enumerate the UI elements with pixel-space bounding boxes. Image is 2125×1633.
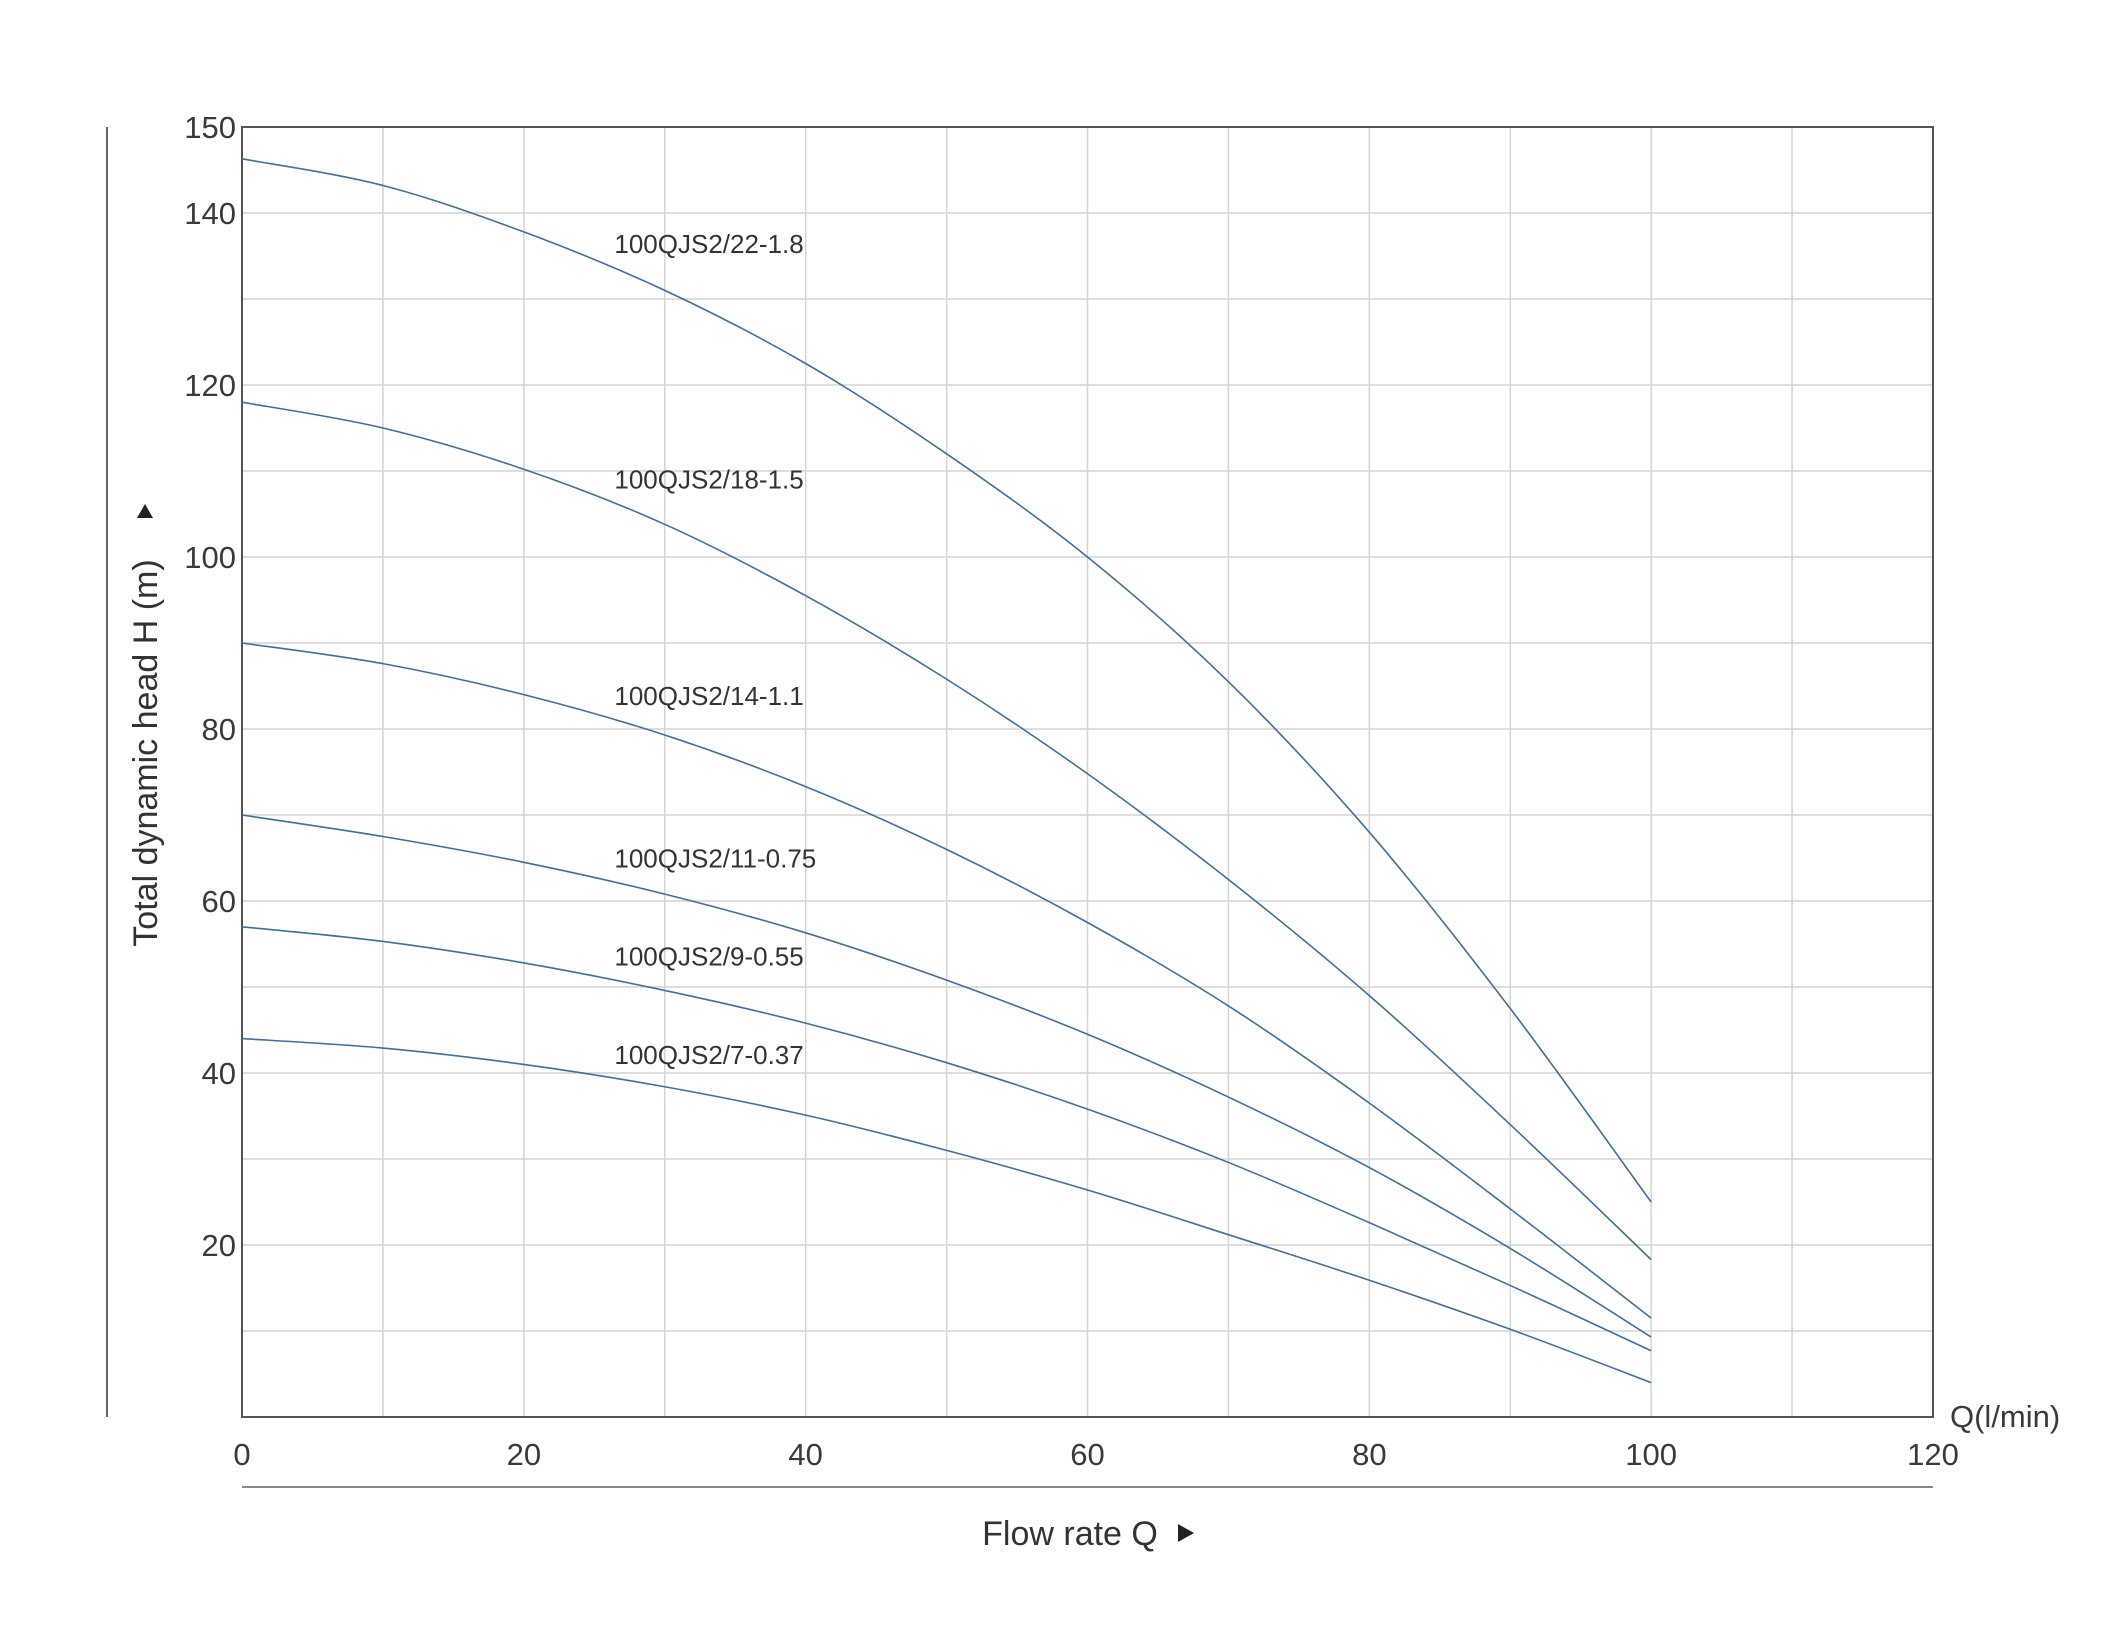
series-line — [241, 401, 1652, 1261]
y-tick-label: 100 — [184, 540, 236, 575]
y-tick-label: 80 — [202, 712, 236, 747]
x-tick-label: 0 — [233, 1437, 250, 1472]
curves — [241, 158, 1652, 1384]
y-axis-arrow-icon — [137, 504, 153, 518]
x-tick-label: 100 — [1625, 1437, 1677, 1472]
x-axis-unit-label: Q(l/min) — [1950, 1399, 2060, 1434]
series-label: 100QJS2/18-1.5 — [614, 464, 803, 494]
series-label: 100QJS2/14-1.1 — [614, 681, 803, 711]
plot-frame — [241, 126, 1934, 1418]
y-tick-label: 140 — [184, 196, 236, 231]
series-label: 100QJS2/22-1.8 — [614, 229, 803, 259]
x-tick-label: 60 — [1070, 1437, 1104, 1472]
series-label: 100QJS2/9-0.55 — [614, 941, 803, 971]
y-tick-label: 60 — [202, 884, 236, 919]
series-line — [241, 158, 1652, 1203]
y-tick-label: 40 — [202, 1056, 236, 1091]
series-label: 100QJS2/11-0.75 — [614, 843, 816, 873]
grid — [242, 127, 1933, 1417]
y-axis-title: Total dynamic head H (m) — [127, 559, 165, 946]
y-tick-label: 120 — [184, 368, 236, 403]
x-tick-label: 40 — [788, 1437, 822, 1472]
series-line — [241, 814, 1652, 1338]
x-tick-label: 80 — [1352, 1437, 1386, 1472]
x-axis-arrow-icon — [1178, 1524, 1194, 1542]
x-tick-label: 20 — [507, 1437, 541, 1472]
series-line — [241, 642, 1652, 1319]
series-label: 100QJS2/7-0.37 — [614, 1040, 803, 1070]
y-tick-label: 20 — [202, 1228, 236, 1263]
curve-labels: 100QJS2/22-1.8 100QJS2/18-1.5 100QJS2/14-1… — [614, 229, 816, 1070]
series-line — [241, 926, 1652, 1352]
tick-labels: 0 20 40 60 80 100 120 20 40 60 80 100 120 140 150 — [184, 110, 1959, 1472]
series-line — [241, 1037, 1652, 1384]
axes — [106, 126, 1934, 1488]
x-tick-label: 120 — [1907, 1437, 1959, 1472]
y-tick-label: 150 — [184, 110, 236, 145]
x-axis-title: Flow rate Q — [982, 1515, 1158, 1553]
